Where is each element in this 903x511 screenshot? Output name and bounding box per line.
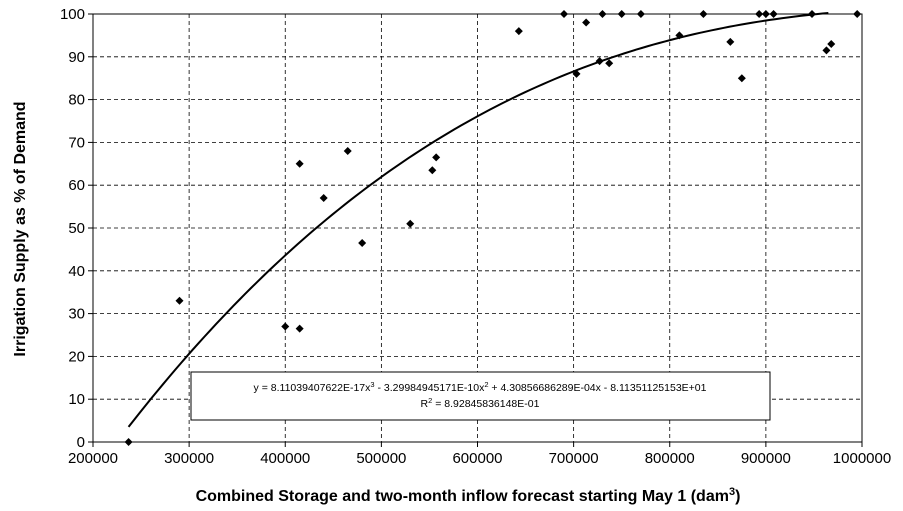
data-point-marker (755, 10, 764, 18)
y-tick-label: 10 (68, 391, 85, 408)
x-tick-label: 300000 (164, 450, 214, 467)
data-point-marker (617, 10, 626, 18)
y-tick-label: 70 (68, 134, 85, 151)
equation-box-frame (190, 371, 771, 421)
y-tick-label: 0 (77, 434, 85, 451)
data-point-marker (319, 194, 328, 203)
data-point-marker (827, 39, 836, 48)
data-point-marker (428, 166, 437, 175)
data-point-marker (761, 10, 770, 18)
y-tick-label: 20 (68, 348, 85, 365)
data-point-marker (124, 438, 133, 446)
y-tick-label: 100 (60, 6, 85, 23)
data-point-marker (853, 10, 862, 18)
y-axis-tick-labels: 0 10 20 30 40 50 60 70 80 90 100 (60, 6, 93, 451)
x-axis-tick-labels: 200000 300000 400000 500000 600000 700000 8000… (68, 442, 891, 467)
equation-line-2: R2 = 8.92845836148E-01 (421, 396, 540, 410)
y-axis-title: Irrigation Supply as % of Demand (12, 101, 29, 356)
y-tick-label: 50 (68, 220, 85, 237)
x-tick-label: 200000 (68, 450, 118, 467)
data-point-marker (514, 27, 523, 36)
x-axis-title: Combined Storage and two-month inflow fo… (196, 486, 741, 505)
data-point-marker (343, 146, 352, 155)
equation-line-1: y = 8.11039407622E-17x3 - 3.29984945171E… (254, 380, 707, 394)
x-tick-label: 700000 (549, 450, 599, 467)
y-tick-label: 40 (68, 263, 85, 280)
data-point-marker (737, 74, 746, 83)
data-point-marker (406, 219, 415, 228)
x-tick-label: 500000 (356, 450, 406, 467)
trendline-curve (127, 12, 829, 428)
data-point-marker (822, 46, 831, 55)
x-tick-label: 600000 (452, 450, 502, 467)
y-tick-label: 60 (68, 177, 85, 194)
x-tick-label: 400000 (260, 450, 310, 467)
data-point-marker (295, 159, 304, 168)
data-point-marker (432, 153, 441, 162)
data-point-marker (175, 296, 184, 305)
x-tick-label: 800000 (645, 450, 695, 467)
data-points (124, 10, 862, 446)
data-point-marker (699, 10, 708, 18)
trendline-equation-box: y = 8.11039407622E-17x3 - 3.29984945171E… (190, 371, 771, 421)
data-point-marker (295, 324, 304, 333)
y-tick-label: 80 (68, 92, 85, 109)
data-point-marker (726, 37, 735, 46)
data-point-marker (605, 59, 614, 68)
x-tick-label: 900000 (741, 450, 791, 467)
data-point-marker (582, 18, 591, 27)
data-point-marker (358, 238, 367, 247)
data-point-marker (560, 10, 569, 18)
data-point-marker (769, 10, 778, 18)
y-tick-label: 30 (68, 306, 85, 323)
data-point-marker (636, 10, 645, 18)
y-tick-label: 90 (68, 49, 85, 66)
data-point-marker (281, 322, 290, 331)
x-tick-label: 1000000 (833, 450, 891, 467)
data-point-marker (598, 10, 607, 18)
